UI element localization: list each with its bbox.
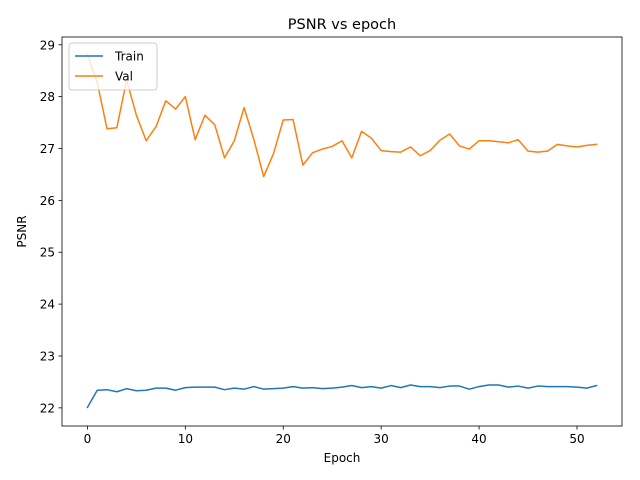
- legend: Train Val: [68, 42, 158, 91]
- plot-frame: [61, 36, 623, 427]
- chart-title: PSNR vs epoch: [288, 17, 396, 33]
- x-tick-label: 20: [276, 432, 291, 446]
- x-tick-label: 0: [84, 432, 92, 446]
- x-tick-label: 30: [374, 432, 389, 446]
- legend-label-train: Train: [114, 50, 144, 64]
- x-tick-label: 10: [178, 432, 193, 446]
- x-tick-label: 40: [471, 432, 486, 446]
- x-tick-label: 50: [569, 432, 584, 446]
- legend-label-val: Val: [115, 70, 133, 84]
- series-line-val: [86, 53, 598, 178]
- legend-box: [68, 42, 158, 91]
- series-line-train: [86, 384, 598, 409]
- y-tick-label: 25: [40, 246, 55, 260]
- y-tick-label: 23: [40, 349, 55, 363]
- y-tick-label: 28: [40, 90, 55, 104]
- x-axis-title: Epoch: [324, 451, 361, 465]
- y-tick-label: 26: [40, 194, 55, 208]
- y-tick-label: 27: [40, 142, 55, 156]
- y-tick-label: 22: [40, 401, 55, 415]
- y-axis-title: PSNR: [15, 215, 29, 247]
- y-tick-label: 29: [40, 38, 55, 52]
- plot-area: 0 10 20 30 40 50 22 23 24 25 26 27 28 29: [40, 36, 623, 446]
- y-tick-label: 24: [40, 298, 55, 312]
